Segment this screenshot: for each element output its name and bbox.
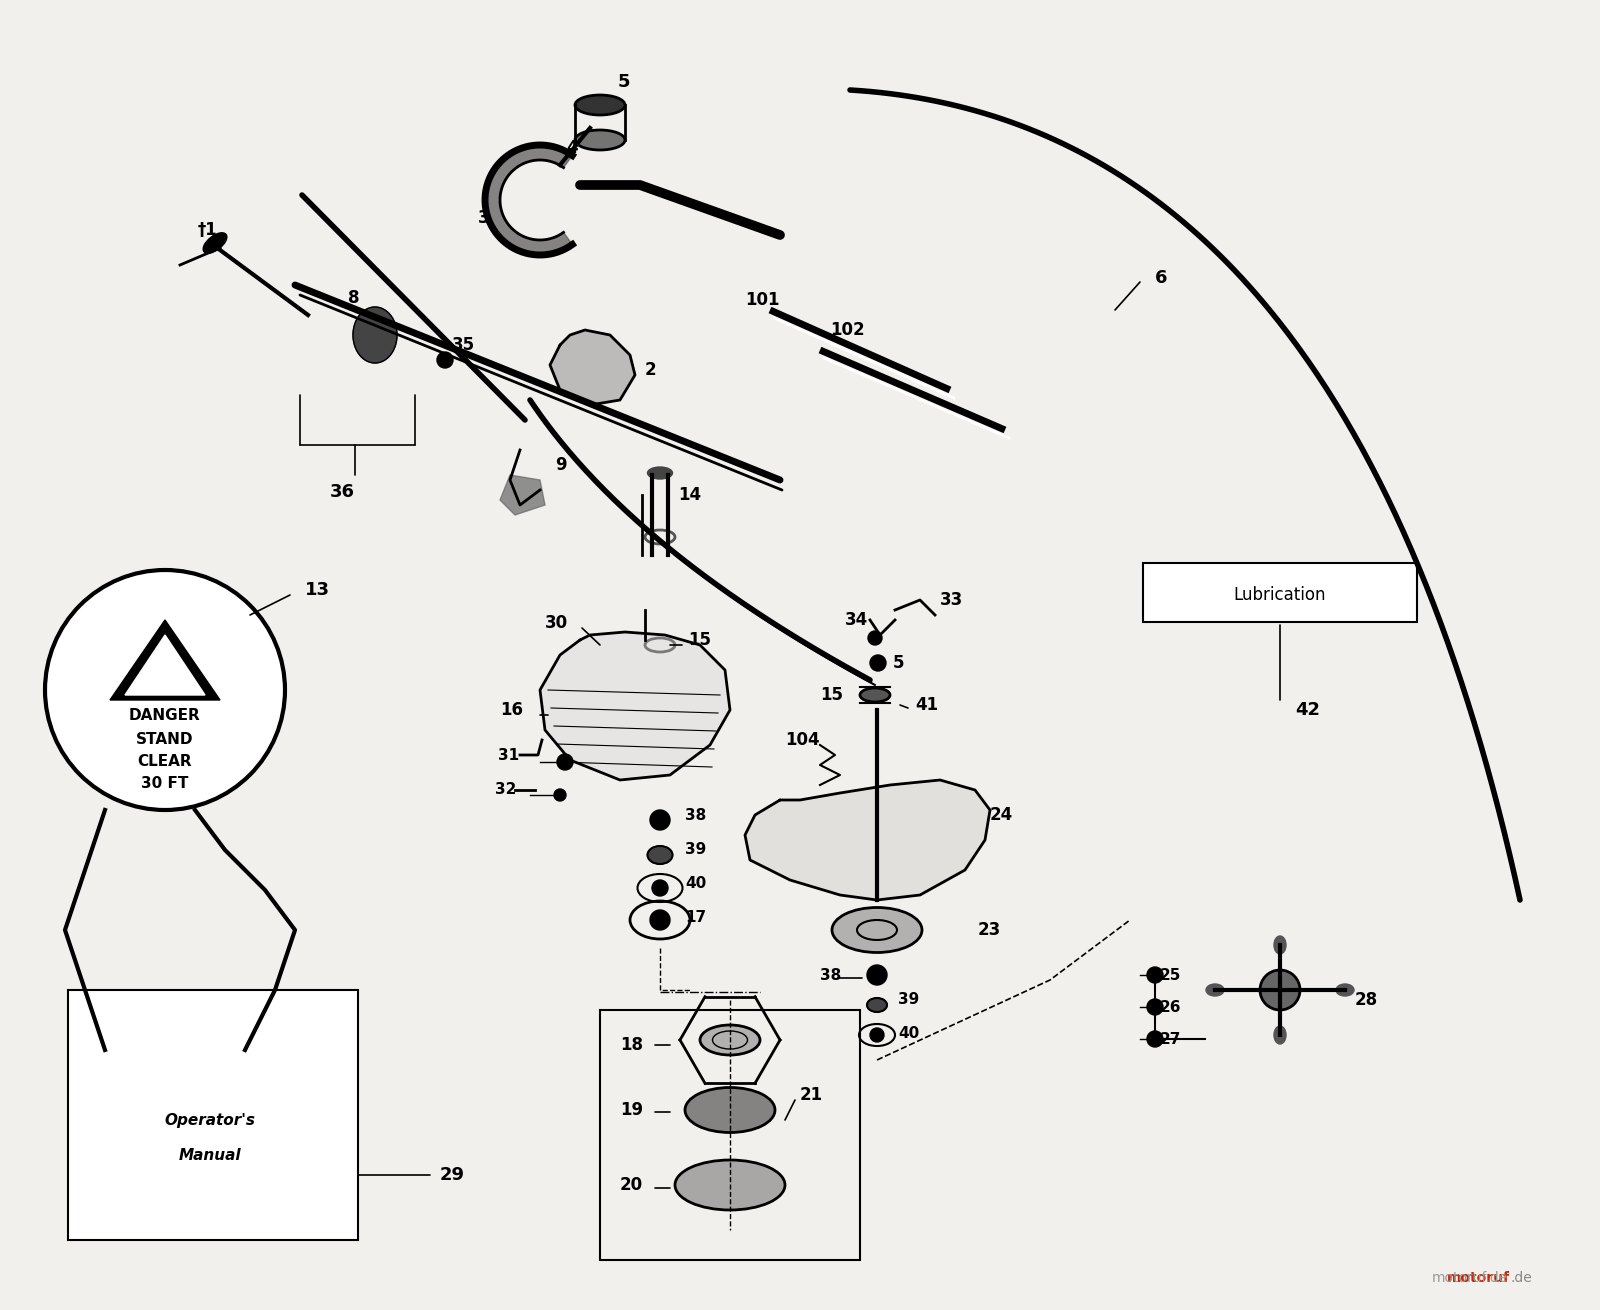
- Text: 32: 32: [494, 782, 517, 798]
- Text: 101: 101: [746, 291, 779, 309]
- Text: 39: 39: [898, 993, 920, 1007]
- Circle shape: [650, 910, 670, 930]
- Text: STAND: STAND: [136, 732, 194, 748]
- Text: motoruf.de: motoruf.de: [1432, 1271, 1507, 1285]
- Ellipse shape: [648, 846, 672, 865]
- Text: 16: 16: [499, 701, 523, 719]
- Text: 104: 104: [786, 731, 819, 749]
- Text: 34: 34: [845, 610, 869, 629]
- Ellipse shape: [1274, 1026, 1286, 1044]
- Text: 102: 102: [830, 321, 864, 339]
- Polygon shape: [125, 635, 205, 696]
- Text: motoruf: motoruf: [1446, 1271, 1510, 1285]
- Bar: [600, 1010, 861, 1260]
- Text: CLEAR: CLEAR: [138, 755, 192, 769]
- Text: 3: 3: [478, 210, 490, 227]
- Text: Manual: Manual: [179, 1148, 242, 1162]
- Text: 8: 8: [349, 290, 360, 307]
- Circle shape: [870, 1028, 883, 1041]
- Text: 21: 21: [800, 1086, 822, 1104]
- Polygon shape: [499, 476, 546, 515]
- Text: 27: 27: [1160, 1031, 1181, 1047]
- Text: 24: 24: [990, 806, 1013, 824]
- Circle shape: [867, 631, 882, 645]
- Text: 28: 28: [1355, 990, 1378, 1009]
- Circle shape: [653, 880, 669, 896]
- Text: 42: 42: [1294, 701, 1320, 719]
- Text: 15: 15: [819, 686, 843, 703]
- Text: 18: 18: [621, 1036, 643, 1055]
- Circle shape: [437, 352, 453, 368]
- Circle shape: [1147, 967, 1163, 982]
- Text: 36: 36: [330, 483, 355, 500]
- Text: 19: 19: [621, 1100, 643, 1119]
- Text: 30: 30: [546, 614, 568, 631]
- Ellipse shape: [1336, 984, 1354, 996]
- Text: 9: 9: [555, 456, 566, 474]
- Text: 40: 40: [685, 875, 706, 891]
- Text: 4: 4: [566, 139, 578, 157]
- Text: 25: 25: [1160, 968, 1181, 982]
- Polygon shape: [550, 330, 635, 405]
- Polygon shape: [110, 620, 221, 700]
- Text: 14: 14: [678, 486, 701, 504]
- Ellipse shape: [574, 130, 626, 151]
- FancyBboxPatch shape: [1142, 563, 1418, 622]
- Polygon shape: [541, 631, 730, 779]
- Circle shape: [45, 570, 285, 810]
- Text: 38: 38: [819, 968, 842, 982]
- Text: 23: 23: [978, 921, 1002, 939]
- Circle shape: [554, 789, 566, 800]
- Text: Lubrication: Lubrication: [1234, 586, 1326, 604]
- Text: DANGER: DANGER: [130, 707, 202, 723]
- Polygon shape: [485, 145, 573, 255]
- Circle shape: [1147, 1000, 1163, 1015]
- Text: 2: 2: [645, 362, 656, 379]
- Circle shape: [1261, 969, 1299, 1010]
- Text: 5: 5: [893, 654, 904, 672]
- Text: 30 FT: 30 FT: [141, 777, 189, 791]
- Ellipse shape: [574, 96, 626, 115]
- Text: 13: 13: [306, 582, 330, 599]
- Polygon shape: [354, 307, 397, 363]
- Ellipse shape: [867, 998, 886, 1013]
- Bar: [67, 990, 358, 1241]
- Ellipse shape: [648, 466, 672, 479]
- Text: 31: 31: [498, 748, 518, 762]
- Text: 40: 40: [898, 1026, 920, 1040]
- Text: 35: 35: [453, 335, 475, 354]
- Circle shape: [867, 965, 886, 985]
- Text: 15: 15: [688, 631, 710, 648]
- Text: †1: †1: [198, 221, 218, 238]
- Text: 5: 5: [618, 73, 630, 90]
- Text: 26: 26: [1160, 1000, 1181, 1014]
- Text: Operator's: Operator's: [165, 1112, 256, 1128]
- Text: .de: .de: [1510, 1271, 1531, 1285]
- Ellipse shape: [685, 1087, 774, 1133]
- Circle shape: [557, 755, 573, 770]
- Circle shape: [1147, 1031, 1163, 1047]
- Ellipse shape: [701, 1024, 760, 1055]
- Text: 29: 29: [440, 1166, 466, 1184]
- Text: 33: 33: [941, 591, 963, 609]
- Ellipse shape: [675, 1159, 786, 1210]
- Ellipse shape: [1274, 937, 1286, 954]
- Circle shape: [650, 810, 670, 831]
- Ellipse shape: [1206, 984, 1224, 996]
- Polygon shape: [746, 779, 990, 900]
- Ellipse shape: [861, 688, 890, 702]
- Text: 38: 38: [685, 807, 706, 823]
- Text: 17: 17: [685, 910, 706, 925]
- Text: 6: 6: [1155, 269, 1168, 287]
- Text: 20: 20: [621, 1176, 643, 1193]
- Ellipse shape: [203, 233, 227, 253]
- Text: 41: 41: [915, 696, 938, 714]
- Circle shape: [870, 655, 886, 671]
- Text: 39: 39: [685, 842, 706, 858]
- Ellipse shape: [832, 908, 922, 952]
